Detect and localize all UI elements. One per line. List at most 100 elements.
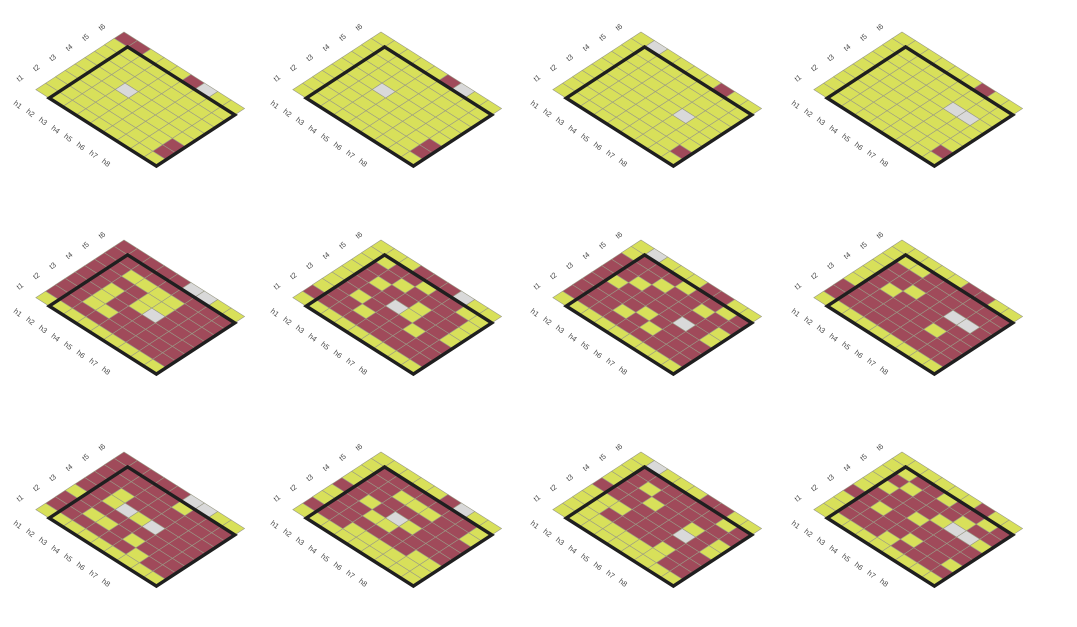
top-axis-label: t6 — [875, 22, 885, 33]
top-axis-label: t5 — [80, 32, 90, 43]
top-axis-label: t4 — [321, 250, 331, 261]
side-axis-label: h8 — [878, 365, 890, 377]
side-axis-label: h6 — [332, 560, 344, 572]
grid-frame — [563, 464, 755, 589]
side-axis-label: h6 — [75, 560, 87, 572]
side-axis-label: h3 — [37, 535, 49, 547]
side-axis-label: h1 — [790, 98, 802, 110]
grid-frame — [824, 464, 1016, 589]
side-axis-label: h5 — [579, 340, 591, 352]
top-axis-label: t3 — [304, 260, 314, 271]
side-axis-label: h7 — [865, 568, 877, 580]
side-axis-label: h2 — [24, 107, 36, 119]
side-axis-label: h1 — [529, 306, 541, 318]
side-axis-label: h3 — [815, 323, 827, 335]
top-axis-label: t5 — [337, 32, 347, 43]
side-axis-label: h1 — [269, 306, 281, 318]
side-axis-label: h1 — [12, 306, 24, 318]
side-axis-label: h5 — [62, 132, 74, 144]
top-axis-label: t6 — [354, 442, 364, 453]
side-axis-label: h4 — [307, 123, 319, 135]
top-axis-label: t4 — [842, 250, 852, 261]
side-axis-label: h5 — [840, 552, 852, 564]
top-axis-label: t3 — [825, 472, 835, 483]
grid-frame — [46, 464, 238, 589]
side-axis-label: h2 — [802, 107, 814, 119]
side-axis-label: h1 — [529, 518, 541, 530]
side-axis-label: h6 — [853, 140, 865, 152]
top-axis-label: t5 — [858, 240, 868, 251]
side-axis-label: h4 — [50, 123, 62, 135]
side-axis-label: h2 — [802, 315, 814, 327]
top-axis-label: t6 — [97, 442, 107, 453]
side-axis-label: h1 — [529, 98, 541, 110]
top-axis-label: t5 — [337, 240, 347, 251]
side-axis-label: h7 — [865, 148, 877, 160]
side-axis-label: h5 — [579, 132, 591, 144]
side-axis-label: h1 — [12, 518, 24, 530]
top-axis-label: t3 — [564, 52, 574, 63]
top-axis-label: t6 — [97, 22, 107, 33]
side-axis-label: h5 — [579, 552, 591, 564]
side-axis-label: h7 — [344, 148, 356, 160]
top-axis-label: t6 — [614, 230, 624, 241]
side-axis-label: h1 — [269, 518, 281, 530]
grid-frame — [46, 252, 238, 377]
side-axis-label: h4 — [567, 123, 579, 135]
top-axis-label: t4 — [64, 462, 74, 473]
side-axis-label: h2 — [24, 527, 36, 539]
top-axis-label: t2 — [31, 270, 41, 281]
side-axis-label: h1 — [269, 98, 281, 110]
side-axis-label: h3 — [37, 115, 49, 127]
top-axis-label: t2 — [809, 270, 819, 281]
top-axis-label: t3 — [304, 52, 314, 63]
side-axis-label: h4 — [567, 331, 579, 343]
side-axis-label: h6 — [592, 560, 604, 572]
side-axis-label: h7 — [604, 568, 616, 580]
top-axis-label: t3 — [47, 260, 57, 271]
side-axis-label: h2 — [281, 315, 293, 327]
top-axis-label: t2 — [288, 270, 298, 281]
side-axis-label: h7 — [344, 568, 356, 580]
top-axis-label: t2 — [809, 482, 819, 493]
top-axis-label: t3 — [825, 260, 835, 271]
side-axis-label: h2 — [541, 527, 553, 539]
side-axis-label: h2 — [541, 315, 553, 327]
side-axis-label: h4 — [828, 543, 840, 555]
top-axis-label: t3 — [564, 260, 574, 271]
top-axis-label: t5 — [858, 32, 868, 43]
side-axis-label: h2 — [281, 107, 293, 119]
side-axis-label: h3 — [294, 535, 306, 547]
side-axis-label: h1 — [790, 518, 802, 530]
top-axis-label: t5 — [858, 452, 868, 463]
top-axis-label: t2 — [548, 482, 558, 493]
side-axis-label: h7 — [604, 356, 616, 368]
side-axis-label: h6 — [592, 140, 604, 152]
side-axis-label: h5 — [319, 552, 331, 564]
top-axis-label: t1 — [793, 281, 803, 292]
side-axis-label: h6 — [853, 348, 865, 360]
top-axis-label: t4 — [842, 42, 852, 53]
side-axis-label: h8 — [100, 157, 112, 169]
side-axis-label: h1 — [790, 306, 802, 318]
side-axis-label: h8 — [878, 577, 890, 589]
side-axis-label: h3 — [554, 115, 566, 127]
top-axis-label: t1 — [15, 493, 25, 504]
side-axis-label: h4 — [567, 543, 579, 555]
side-axis-label: h4 — [307, 331, 319, 343]
side-axis-label: h8 — [100, 365, 112, 377]
side-axis-label: h5 — [319, 132, 331, 144]
side-axis-label: h8 — [878, 157, 890, 169]
side-axis-label: h2 — [24, 315, 36, 327]
side-axis-label: h8 — [617, 577, 629, 589]
top-axis-label: t4 — [321, 42, 331, 53]
top-axis-label: t5 — [597, 452, 607, 463]
grid-frame — [303, 252, 495, 377]
top-axis-label: t4 — [581, 42, 591, 53]
side-axis-label: h4 — [828, 331, 840, 343]
